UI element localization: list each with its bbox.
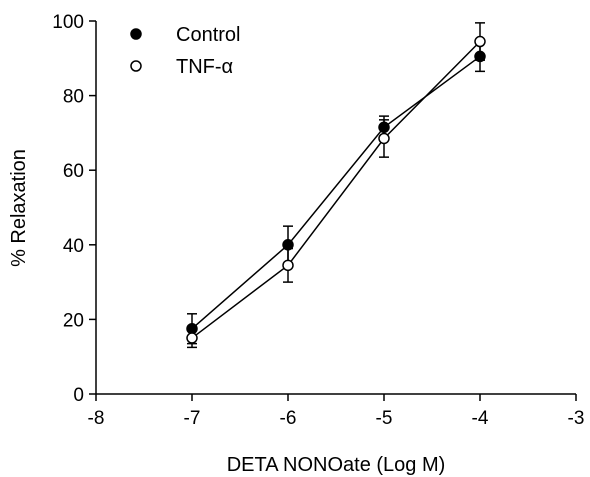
- x-tick-label: -5: [376, 408, 393, 429]
- legend: Control TNF-α: [130, 24, 240, 78]
- y-tick-label: 60: [63, 161, 84, 182]
- series-line: [191, 40, 481, 339]
- y-tick-label: 0: [73, 385, 84, 406]
- y-tick-label: 40: [63, 236, 84, 257]
- data-point: [474, 35, 486, 48]
- legend-label: TNF-α: [176, 56, 233, 78]
- y-tick-label: 100: [52, 12, 84, 33]
- x-tick-label: -3: [568, 408, 585, 429]
- x-tick-label: -6: [280, 408, 297, 429]
- y-tick-label: 20: [63, 310, 84, 331]
- series-control: [186, 40, 486, 345]
- legend-marker: [130, 28, 142, 40]
- axes: [95, 21, 576, 395]
- legend-marker: [130, 60, 142, 72]
- x-axis-title: DETA NONOate (Log M): [227, 454, 446, 476]
- series-tnf-alpha: [186, 22, 486, 349]
- x-tick-label: -4: [472, 408, 489, 429]
- data-point: [378, 132, 390, 145]
- legend-label: Control: [176, 24, 240, 46]
- series-line: [191, 55, 481, 330]
- y-axis-title: % Relaxation: [8, 149, 30, 267]
- x-tick-label: -7: [184, 408, 201, 429]
- y-tick-label: 80: [63, 87, 84, 108]
- series-layer: [186, 22, 486, 349]
- data-point: [282, 259, 294, 272]
- ticks: -8 -7 -6 -5 -4 -3 0 20 40 60 80 100: [52, 12, 584, 429]
- x-tick-label: -8: [88, 408, 105, 429]
- data-point: [186, 332, 198, 344]
